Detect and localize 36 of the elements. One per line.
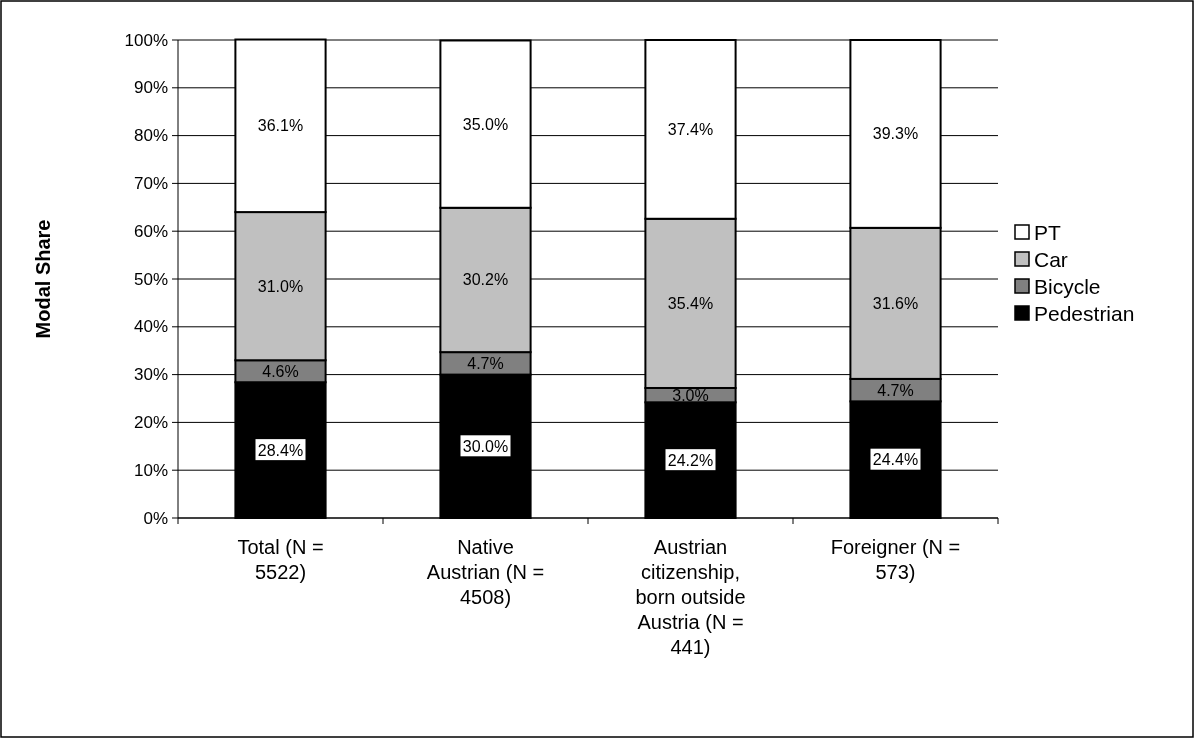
data-label: 35.4%	[667, 294, 714, 312]
data-label: 36.1%	[257, 117, 304, 135]
y-tick-label: 50%	[133, 269, 168, 289]
y-tick-label: 60%	[133, 221, 168, 241]
y-tick-label: 40%	[133, 317, 168, 337]
legend-label: Bicycle	[1034, 274, 1101, 298]
data-label: 24.4%	[872, 451, 919, 469]
data-label: 35.0%	[462, 115, 509, 133]
data-label: 4.7%	[877, 381, 914, 399]
data-label: 24.2%	[667, 451, 714, 469]
data-label: 30.2%	[462, 271, 509, 289]
data-label: 39.3%	[872, 125, 919, 143]
y-tick-label: 100%	[124, 30, 168, 50]
y-tick-label: 0%	[143, 508, 168, 528]
y-tick-label: 70%	[133, 173, 168, 193]
data-label: 4.7%	[467, 354, 504, 372]
y-tick-label: 80%	[133, 126, 168, 146]
y-tick-label: 10%	[133, 460, 168, 480]
x-tick-label: Austrian citizenship, born outside Austria (N = 441)	[635, 536, 746, 658]
x-tick-label: Foreigner (N = 573)	[830, 536, 961, 583]
data-label: 28.4%	[257, 441, 304, 459]
data-label: 3.0%	[672, 386, 709, 404]
data-label: 30.0%	[462, 437, 509, 455]
legend-label: Pedestrian	[1034, 301, 1135, 325]
legend-label: PT	[1034, 220, 1062, 244]
x-tick-label: Total (N = 5522)	[237, 536, 324, 583]
y-axis-title: Modal Share	[32, 219, 54, 339]
y-tick-label: 30%	[133, 365, 168, 385]
data-label: 4.6%	[262, 362, 299, 380]
data-label: 37.4%	[667, 120, 714, 138]
x-tick-label: Native Austrian (N = 4508)	[426, 536, 545, 608]
data-label: 31.0%	[257, 277, 304, 295]
y-tick-label: 20%	[133, 412, 168, 432]
legend-label: Car	[1034, 247, 1068, 271]
data-label: 31.6%	[872, 294, 919, 312]
y-tick-label: 90%	[133, 78, 168, 98]
